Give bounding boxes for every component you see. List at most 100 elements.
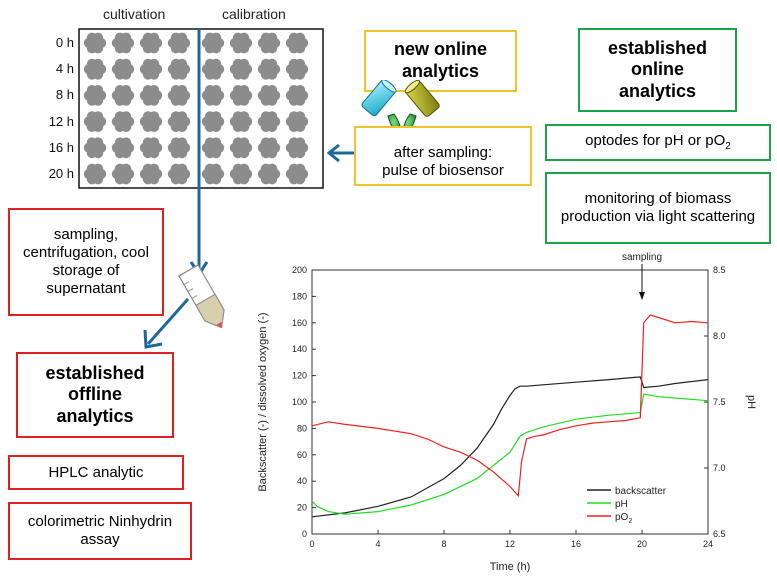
plate-well [167, 163, 191, 185]
arrow-biosensor-to-plate [326, 143, 356, 163]
plate-well [285, 85, 309, 106]
y-tick-label: 100 [292, 397, 307, 407]
plate-well [111, 85, 135, 106]
plate-well [285, 58, 309, 80]
plate-well [167, 32, 191, 54]
plate-well [139, 163, 163, 185]
pipette-biosensor-icon [361, 80, 440, 135]
plate-well [257, 137, 281, 159]
plate-well [257, 111, 281, 132]
y2-tick-label: 7.0 [713, 463, 726, 473]
plate-well [111, 111, 135, 132]
plate-well [285, 163, 309, 185]
sampling-annotation-arrowhead [639, 292, 645, 300]
plate-well [83, 137, 107, 159]
microtiter-plate [78, 28, 324, 189]
plate-well [83, 85, 107, 106]
plate-well [111, 137, 135, 159]
plate-well [167, 85, 191, 106]
y2-tick-label: 7.5 [713, 397, 726, 407]
y2-tick-label: 6.5 [713, 529, 726, 539]
legend-entry: pO2 [615, 512, 632, 525]
after-sampling-box: after sampling: pulse of biosensor [354, 126, 532, 186]
ninhydrin-box: colorimetric Ninhydrin assay [8, 502, 192, 560]
plate-well [167, 58, 191, 80]
y2-axis-label: pH [745, 395, 757, 409]
plate-well [201, 111, 225, 132]
plate-row-label: 20 h [48, 166, 74, 181]
plate-well [167, 111, 191, 132]
plate-row-label: 8 h [55, 87, 74, 103]
established-online-analytics-text: established online analytics [607, 37, 708, 101]
x-tick-label: 16 [571, 539, 581, 549]
x-tick-label: 12 [505, 539, 515, 549]
biomass-monitoring-text: monitoring of biomass production via lig… [560, 190, 756, 225]
established-online-analytics-box: established online analytics [578, 28, 737, 112]
optodes-text: optodes for pH or pO2 [585, 132, 731, 152]
plate-well [201, 163, 225, 185]
y-tick-label: 40 [297, 476, 307, 486]
y-tick-label: 80 [297, 423, 307, 433]
x-axis-label: Time (h) [490, 561, 531, 573]
y-tick-label: 20 [297, 503, 307, 513]
sampling-annotation: sampling [622, 252, 662, 263]
plate-well [167, 137, 191, 159]
plate-well [285, 32, 309, 54]
plate-row-label: 0 h [55, 35, 74, 50]
hplc-box: HPLC analytic [8, 455, 184, 490]
sample-tube-icon [178, 264, 225, 329]
plate-well [201, 32, 225, 54]
plate-row-label: 4 h [55, 61, 74, 77]
y-tick-label: 160 [292, 318, 307, 328]
plate-well [201, 58, 225, 80]
sampling-box: sampling, centrifugation, cool storage o… [8, 208, 164, 316]
optodes-box: optodes for pH or pO2 [545, 124, 771, 161]
x-tick-label: 24 [703, 539, 713, 549]
time-course-chart: 0 4 8 12 16 20 24 0 20 40 60 80 100 120 140 160 180 200 6.… [257, 252, 757, 573]
new-online-analytics-text: new online analytics [393, 39, 487, 81]
plate-well [111, 32, 135, 54]
plate-well [83, 163, 107, 185]
plate-well [229, 111, 253, 132]
y-tick-label: 0 [302, 529, 307, 539]
plate-well [257, 163, 281, 185]
plate-well [229, 137, 253, 159]
plate-well [111, 58, 135, 80]
plate-well [139, 137, 163, 159]
y-tick-label: 140 [292, 344, 307, 354]
plate-well [83, 58, 107, 80]
plate-well [139, 58, 163, 80]
new-online-analytics-box: new online analytics [364, 30, 517, 92]
plate-well [229, 32, 253, 54]
ninhydrin-text: colorimetric Ninhydrin assay [27, 513, 173, 548]
plate-well [83, 111, 107, 132]
y-tick-label: 200 [292, 265, 307, 275]
plate-well [201, 137, 225, 159]
x-tick-label: 0 [309, 539, 314, 549]
plate-well [257, 85, 281, 106]
plate-well [257, 58, 281, 80]
plate-well [229, 58, 253, 80]
y-axis-label: Backscatter (-) / dissolved oxygen (-) [257, 312, 269, 491]
plate-well [229, 163, 253, 185]
y-tick-label: 120 [292, 371, 307, 381]
plate-row-label: 12 h [48, 113, 74, 129]
legend-entry: pH [615, 499, 628, 510]
chart-legend: backscatter pH pO2 [587, 486, 667, 525]
sampling-text: sampling, centrifugation, cool storage o… [23, 226, 149, 297]
established-offline-analytics-box: established offline analytics [16, 352, 174, 438]
x-tick-label: 20 [637, 539, 647, 549]
plate-well [257, 32, 281, 54]
series-line-po [311, 314, 709, 498]
plate-well [285, 111, 309, 132]
series-line-ph [311, 393, 709, 515]
x-tick-label: 4 [375, 539, 380, 549]
plate-well [285, 137, 309, 159]
after-sampling-line1: after sampling: [393, 144, 493, 161]
y-tick-label: 180 [292, 291, 307, 301]
established-offline-analytics-text: established offline analytics [45, 362, 145, 426]
series-line-backscatter [311, 376, 709, 518]
y2-tick-label: 8.0 [713, 331, 726, 341]
plate-well [111, 163, 135, 185]
plate-well [139, 32, 163, 54]
